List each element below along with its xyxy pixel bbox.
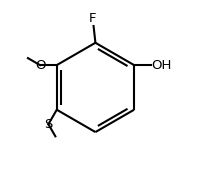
Text: S: S <box>44 118 53 131</box>
Text: O: O <box>35 59 45 72</box>
Text: F: F <box>89 12 96 25</box>
Text: OH: OH <box>152 59 172 72</box>
